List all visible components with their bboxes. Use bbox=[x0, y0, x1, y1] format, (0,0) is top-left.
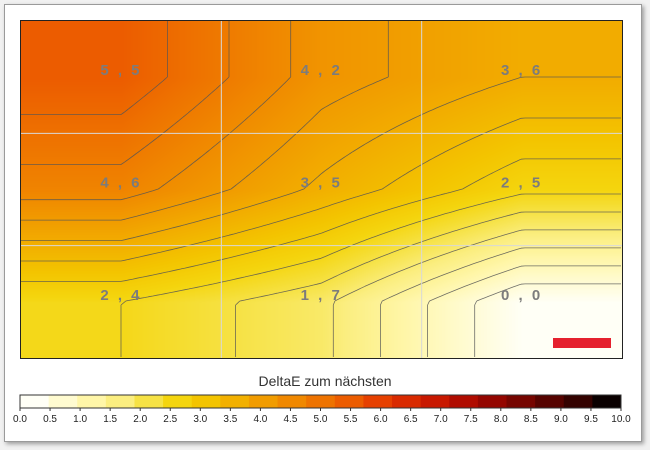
legend-swatch bbox=[392, 395, 422, 408]
legend-tick-label: 1.5 bbox=[103, 414, 117, 425]
legend-tick-label: 5.0 bbox=[314, 414, 328, 425]
contour-line bbox=[21, 21, 389, 221]
reference-marker bbox=[553, 338, 611, 348]
legend-swatch bbox=[105, 395, 135, 408]
legend-tick-label: 7.5 bbox=[464, 414, 478, 425]
cell-value-label: 2 , 5 bbox=[501, 174, 543, 191]
legend-tick-label: 9.5 bbox=[584, 414, 598, 425]
contour-line bbox=[21, 21, 168, 115]
contour-line bbox=[474, 283, 621, 357]
legend-tick-label: 8.0 bbox=[494, 414, 508, 425]
legend-swatch bbox=[191, 395, 221, 408]
contour-lines bbox=[21, 21, 621, 357]
legend-swatch bbox=[306, 395, 336, 408]
heatmap-plot: 5 , 5 4 , 2 3 , 6 4 , 6 3 , 5 2 , 5 2 , 4 1 , 7… bbox=[20, 20, 623, 359]
legend-tick-label: 4.0 bbox=[253, 414, 267, 425]
legend-swatch bbox=[477, 395, 508, 408]
legend-title: DeltaE zum nächsten bbox=[258, 373, 392, 389]
legend-tick-label: 8.5 bbox=[524, 414, 538, 425]
legend-tick-label: 5.5 bbox=[344, 414, 358, 425]
cell-value-label: 3 , 5 bbox=[301, 174, 343, 191]
contour-line bbox=[120, 193, 621, 357]
legend-tick-label: 3.5 bbox=[223, 414, 237, 425]
legend-tick-label: 6.5 bbox=[404, 414, 418, 425]
legend-tick-label: 2.5 bbox=[163, 414, 177, 425]
legend-swatch bbox=[277, 395, 307, 408]
cell-value-label: 2 , 4 bbox=[100, 287, 142, 304]
legend-swatch bbox=[506, 395, 536, 408]
legend-tick-label: 7.0 bbox=[434, 414, 448, 425]
legend-swatch bbox=[20, 395, 50, 408]
legend-tick-label: 3.0 bbox=[193, 414, 207, 425]
legend-swatch bbox=[363, 395, 393, 408]
grid-lines bbox=[21, 21, 622, 358]
contour-line bbox=[21, 76, 621, 241]
contour-line bbox=[427, 265, 621, 357]
legend-tick-label: 1.0 bbox=[73, 414, 87, 425]
legend-swatch bbox=[592, 395, 622, 408]
legend-tick-label: 2.0 bbox=[133, 414, 147, 425]
legend-swatch bbox=[134, 395, 164, 408]
cell-value-label: 1 , 7 bbox=[301, 287, 343, 304]
legend-swatch bbox=[77, 395, 107, 408]
cell-value-label: 4 , 6 bbox=[100, 174, 142, 191]
legend-tick-label: 0.5 bbox=[43, 414, 57, 425]
legend-tick-label: 10.0 bbox=[611, 414, 631, 425]
contour-line bbox=[380, 247, 621, 357]
cell-value-label: 5 , 5 bbox=[100, 62, 142, 79]
legend-tick-label: 6.0 bbox=[374, 414, 388, 425]
contour-line bbox=[21, 21, 230, 165]
legend-swatch bbox=[48, 395, 78, 408]
legend-swatch bbox=[563, 395, 593, 408]
legend-tick-label: 0.0 bbox=[13, 414, 27, 425]
cell-value-label: 0 , 0 bbox=[501, 287, 543, 304]
cell-value-label: 4 , 2 bbox=[301, 62, 343, 79]
legend-tick-label: 4.5 bbox=[283, 414, 297, 425]
legend-swatch bbox=[220, 395, 250, 408]
contour-line bbox=[332, 229, 621, 357]
cell-value-label: 3 , 6 bbox=[501, 62, 543, 79]
legend-swatch bbox=[334, 395, 364, 408]
legend-swatch bbox=[535, 395, 565, 408]
legend-swatch bbox=[449, 395, 479, 408]
legend-swatch bbox=[248, 395, 279, 408]
contour-line bbox=[235, 211, 621, 357]
contour-line bbox=[21, 158, 621, 282]
legend-tick-label: 9.0 bbox=[554, 414, 568, 425]
heatmap-svg: 5 , 5 4 , 2 3 , 6 4 , 6 3 , 5 2 , 5 2 , 4 1 , 7… bbox=[21, 21, 622, 358]
contour-line bbox=[21, 21, 292, 201]
legend-swatch bbox=[163, 395, 193, 408]
legend-swatch bbox=[420, 395, 450, 408]
